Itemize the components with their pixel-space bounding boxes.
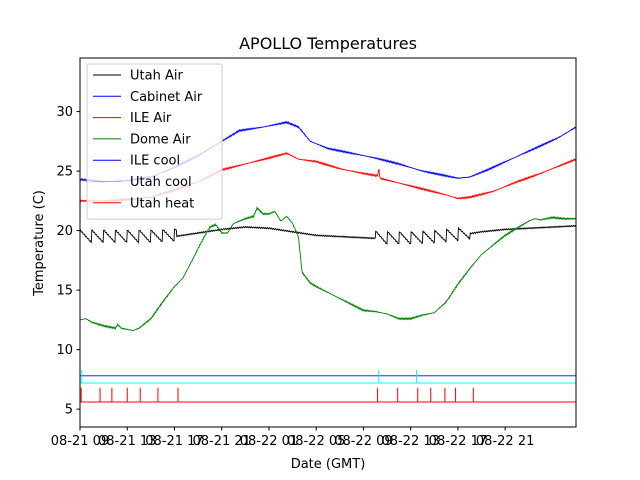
legend-box — [86, 63, 223, 220]
legend-label-dome-air: Dome Air — [130, 132, 191, 147]
legend-label-cabinet-air: Cabinet Air — [130, 90, 203, 105]
x-tick-label: 08-21 17 — [145, 434, 203, 449]
y-tick-label: 15 — [56, 284, 73, 299]
x-tick-label: 08-22 05 — [287, 434, 345, 449]
chart-title: APOLLO Temperatures — [239, 34, 417, 53]
x-tick-label: 08-22 17 — [429, 434, 487, 449]
x-tick-label: 08-22 01 — [240, 434, 298, 449]
axes-frame — [79, 57, 577, 428]
series-line-utah-air — [80, 224, 576, 245]
legend-label-utah-cool: Utah cool — [130, 175, 192, 190]
legend-label-utah-air: Utah Air — [130, 69, 183, 84]
y-axis-title: Temperature (C) — [32, 190, 47, 297]
legend-label-ile-cool: ILE cool — [130, 154, 180, 169]
y-tick-label: 30 — [56, 105, 73, 120]
x-tick-label: 08-21 13 — [98, 434, 156, 449]
legend-label-ile-air: ILE Air — [130, 111, 172, 126]
series-line-dome-air — [80, 205, 576, 332]
x-tick-label: 08-22 13 — [381, 434, 439, 449]
legend: Utah Air Cabinet Air ILE Air Dome Air ILE co… — [86, 63, 223, 220]
legend-label-utah-heat: Utah heat — [130, 196, 194, 211]
y-tick-label: 10 — [56, 343, 73, 358]
x-tick-label: 08-22 09 — [334, 434, 392, 449]
x-tick-label: 08-21 21 — [192, 434, 250, 449]
y-tick-label: 5 — [65, 403, 73, 418]
x-tick-label: 08-21 09 — [51, 434, 109, 449]
x-axis-title: Date (GMT) — [291, 457, 366, 472]
y-tick-label: 20 — [56, 224, 73, 239]
x-tick-label: 08-22 21 — [476, 434, 534, 449]
y-tick-label: 25 — [56, 165, 73, 180]
